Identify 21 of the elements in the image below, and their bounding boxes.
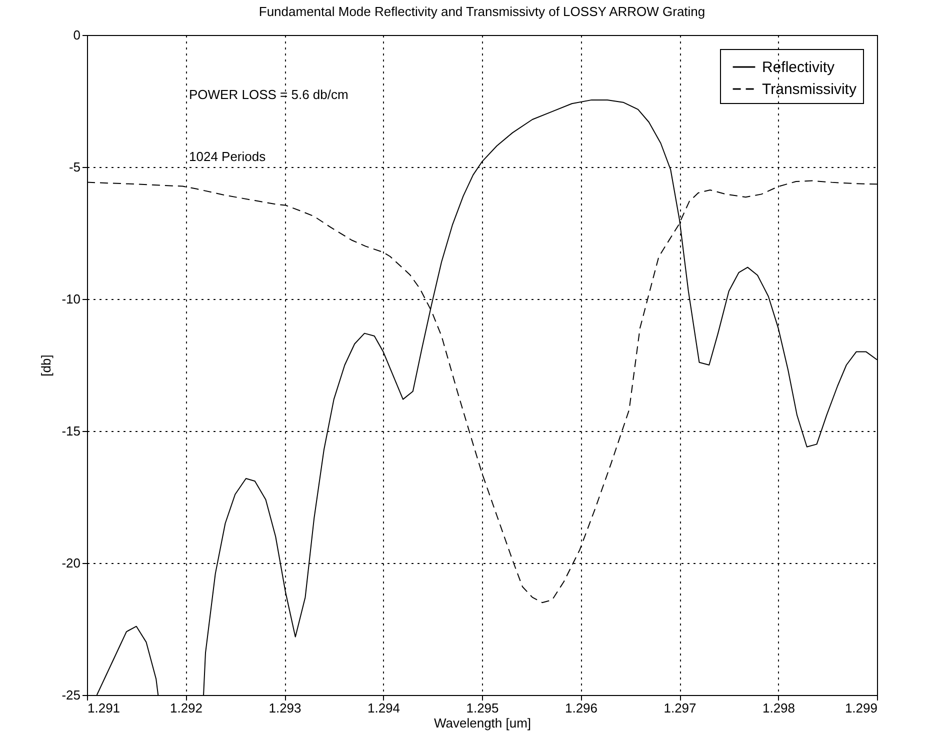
legend-label: Transmissivity <box>762 81 857 98</box>
y-tick-label: -5 <box>68 160 80 174</box>
annotation: 1024 Periods <box>189 149 266 164</box>
x-tick-label: 1.293 <box>268 700 302 716</box>
y-tick-label: 0 <box>73 28 80 42</box>
y-tick-label: -25 <box>62 688 80 702</box>
y-axis-title: [db] <box>38 354 54 376</box>
x-tick-label: 1.295 <box>466 700 499 716</box>
x-tick-label: 1.292 <box>170 700 203 716</box>
legend-label: Reflectivity <box>762 59 836 76</box>
x-tick-label: 1.296 <box>564 700 598 716</box>
y-tick-label: -15 <box>62 424 80 438</box>
y-tick-label: -20 <box>62 556 80 570</box>
x-tick-label: 1.297 <box>664 700 696 716</box>
x-tick-label: 1.298 <box>762 700 796 716</box>
chart-title: Fundamental Mode Reflectivity and Transmissivty of LOSSY ARROW Grating <box>258 4 706 19</box>
x-tick-label: 1.294 <box>367 700 400 716</box>
x-tick-label: 1.299 <box>844 700 878 716</box>
y-tick-label: -10 <box>62 292 80 306</box>
x-axis-title: Wavelength [um] <box>434 716 532 730</box>
x-tick-label: 1.291 <box>88 700 120 716</box>
